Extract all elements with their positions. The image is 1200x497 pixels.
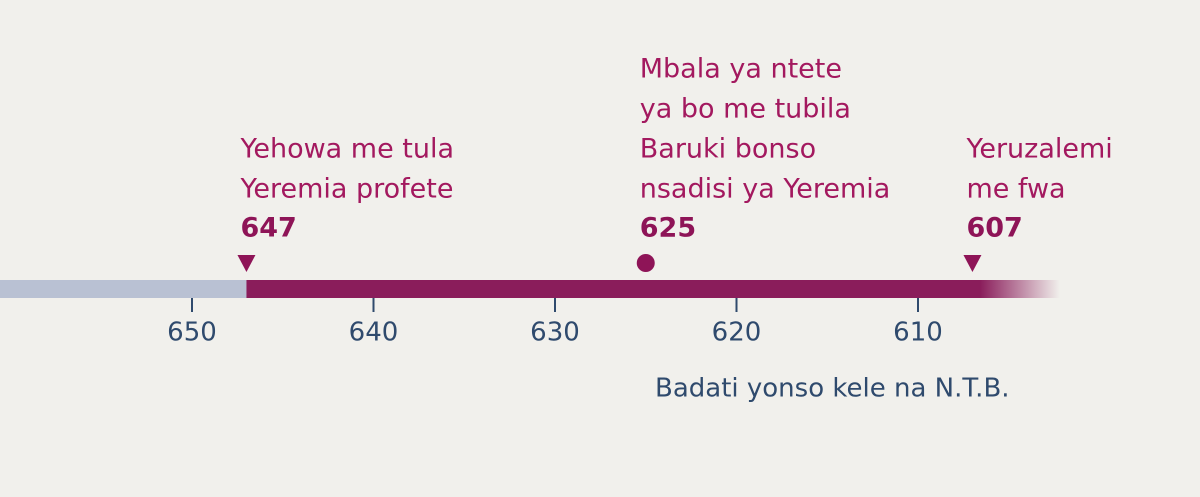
event-marker [636, 254, 655, 272]
tick-label: 650 [167, 318, 217, 348]
event-marker [963, 255, 982, 272]
event-label: Yeruzalemi [965, 134, 1112, 165]
bar-period [246, 280, 980, 298]
tick-label: 630 [530, 318, 580, 348]
event-year: 607 [966, 213, 1022, 244]
event-label: nsadisi ya Yeremia [640, 174, 891, 205]
event-marker [237, 255, 256, 272]
event-label: ya bo me tubila [640, 94, 851, 125]
tick-label: 620 [712, 318, 762, 348]
event-label: Mbala ya ntete [640, 54, 842, 85]
tick-label: 640 [349, 318, 399, 348]
event-year: 647 [240, 213, 296, 244]
event-label: Yeremia profete [239, 174, 453, 205]
event-label: me fwa [966, 174, 1065, 205]
bar-before [0, 280, 247, 298]
tick-label: 610 [893, 318, 943, 348]
note: Badati yonso kele na N.T.B. [655, 374, 1010, 404]
event-year: 625 [640, 213, 696, 244]
bar-fade [980, 280, 1060, 298]
event-label: Yehowa me tula [239, 134, 454, 165]
event-label: Baruki bonso [640, 134, 816, 165]
